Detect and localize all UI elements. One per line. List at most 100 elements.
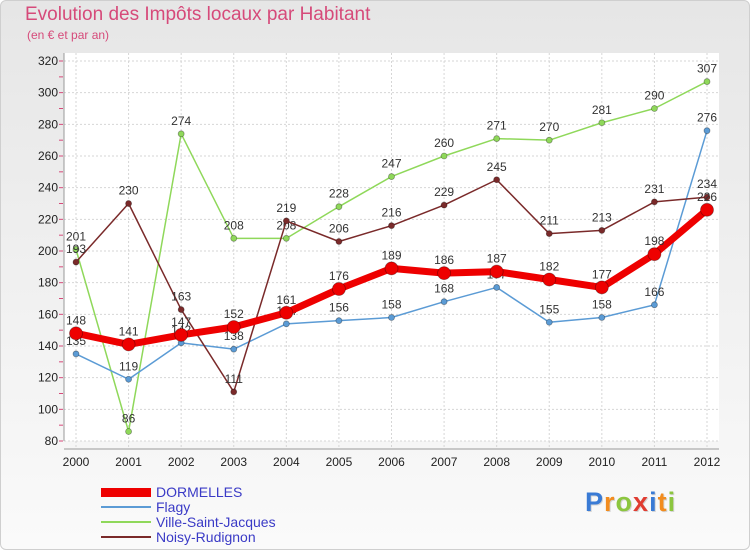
data-label: 208	[224, 218, 244, 232]
data-point	[177, 130, 185, 138]
data-point	[125, 375, 132, 383]
data-label: 231	[644, 182, 664, 196]
data-label: 141	[119, 324, 139, 338]
data-label: 201	[66, 229, 86, 243]
data-point	[703, 127, 711, 135]
data-label: 177	[592, 267, 612, 281]
x-tick-label: 2010	[588, 455, 615, 469]
legend-swatch	[101, 536, 151, 538]
data-label: 276	[697, 111, 717, 125]
logo-letter: i	[667, 487, 677, 517]
legend-label: Ville-Saint-Jacques	[156, 514, 276, 530]
data-point	[388, 222, 395, 230]
data-point	[230, 234, 238, 242]
data-label: 260	[434, 136, 454, 150]
data-label: 228	[329, 187, 349, 201]
data-point	[69, 326, 83, 341]
data-point	[282, 217, 290, 225]
data-point	[440, 201, 448, 209]
logo-letter: t	[657, 487, 668, 517]
legend-swatch	[101, 506, 151, 508]
y-tick-label: 240	[38, 181, 58, 195]
data-point	[230, 345, 238, 353]
data-point	[545, 230, 553, 237]
data-point	[440, 298, 448, 306]
data-label: 290	[644, 89, 664, 103]
data-label: 247	[381, 157, 401, 171]
y-tick-label: 300	[38, 86, 58, 100]
data-label: 219	[276, 201, 296, 215]
x-tick-label: 2008	[483, 455, 510, 469]
x-tick-label: 2003	[220, 455, 247, 469]
data-point	[282, 234, 290, 242]
logo-letter: P	[585, 487, 605, 517]
y-tick-label: 140	[38, 339, 58, 353]
legend-swatch	[101, 487, 151, 497]
data-point	[700, 202, 714, 217]
data-label: 216	[381, 206, 401, 220]
data-point	[174, 328, 189, 342]
data-point	[598, 314, 606, 321]
chart-title: Evolution des Impôts locaux par Habitant	[25, 4, 371, 25]
data-point	[121, 337, 136, 352]
data-label: 213	[592, 210, 612, 224]
x-tick-label: 2012	[694, 455, 721, 469]
data-label: 148	[66, 313, 86, 327]
data-label: 229	[434, 185, 454, 199]
data-label: 111	[225, 372, 244, 386]
data-point	[647, 247, 662, 262]
x-tick-label: 2007	[431, 455, 458, 469]
data-point	[493, 176, 501, 184]
data-point	[651, 301, 658, 309]
data-point	[384, 261, 399, 276]
data-point	[545, 136, 553, 144]
data-point	[388, 173, 395, 180]
data-point	[279, 305, 294, 320]
y-tick-label: 100	[38, 402, 58, 416]
y-tick-label: 80	[45, 434, 59, 448]
data-point	[332, 282, 346, 296]
logo-letter: i	[649, 487, 658, 517]
legend-label: Flagy	[156, 499, 191, 515]
x-tick-label: 2004	[273, 455, 300, 469]
data-label: 230	[119, 184, 139, 198]
data-point	[542, 272, 557, 287]
x-tick-label: 2002	[168, 455, 195, 469]
data-label: 198	[644, 234, 664, 248]
data-label: 211	[540, 214, 559, 228]
data-point	[493, 135, 501, 142]
data-label: 138	[224, 329, 244, 343]
data-point	[177, 306, 185, 313]
data-label: 270	[539, 120, 559, 134]
x-tick-label: 2006	[378, 455, 405, 469]
data-point	[594, 280, 609, 295]
data-point	[125, 428, 132, 435]
x-tick-label: 2001	[115, 455, 142, 469]
data-point	[335, 238, 343, 245]
data-label: 234	[697, 177, 717, 191]
legend-label: Noisy-Rudignon	[156, 529, 256, 545]
data-point	[703, 78, 711, 85]
logo-letter: r	[604, 487, 616, 517]
data-point	[651, 105, 658, 112]
data-label: 182	[539, 260, 559, 274]
legend-label: DORMELLES	[156, 484, 243, 500]
data-point	[226, 320, 241, 334]
y-tick-label: 200	[38, 244, 58, 258]
logo-letter: o	[615, 487, 634, 517]
logo-letter: x	[633, 487, 650, 517]
x-tick-label: 2009	[536, 455, 563, 469]
data-point	[282, 320, 290, 328]
y-tick-label: 160	[38, 307, 58, 321]
data-point	[72, 350, 80, 358]
data-label: 245	[487, 160, 507, 174]
chart-subtitle: (en € et par an)	[27, 28, 110, 42]
data-label: 307	[697, 62, 717, 76]
data-label: 271	[487, 119, 507, 133]
y-tick-label: 220	[38, 212, 58, 226]
data-label: 147	[171, 315, 191, 329]
data-point	[440, 152, 448, 160]
data-label: 166	[644, 285, 664, 299]
